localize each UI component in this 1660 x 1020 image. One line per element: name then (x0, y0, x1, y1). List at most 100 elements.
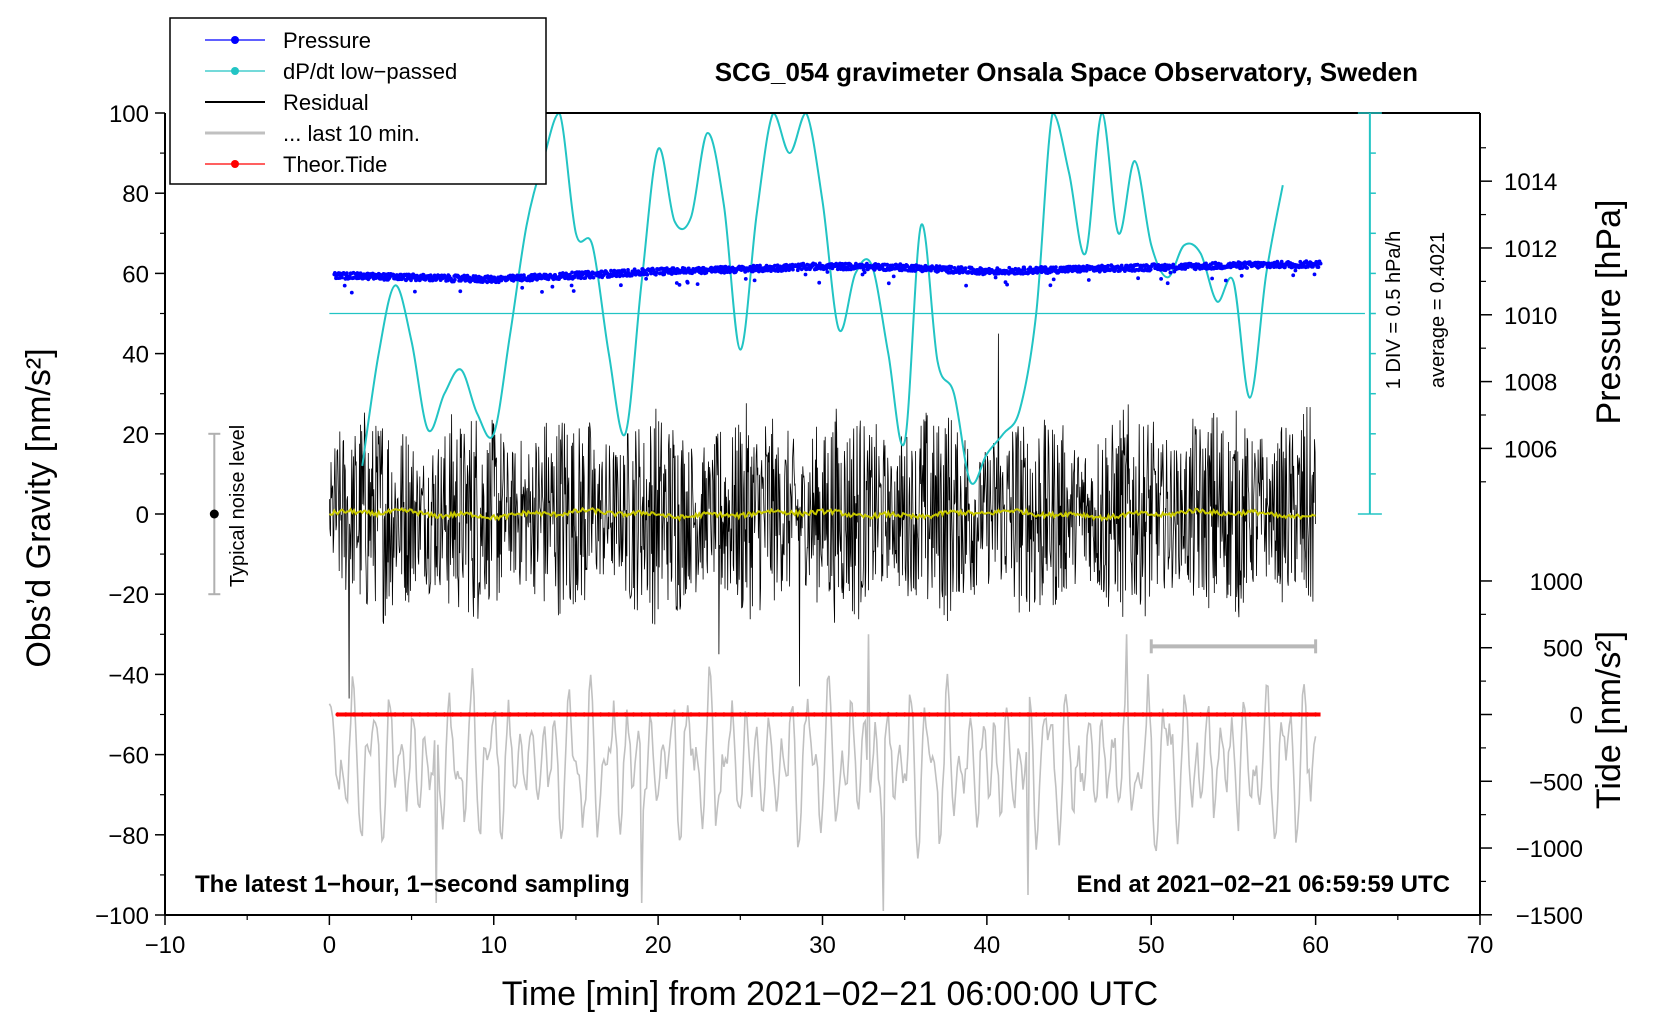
pressure-point (1316, 265, 1321, 269)
tide-point (688, 712, 694, 717)
tide-point (565, 712, 570, 717)
tide-point (1075, 712, 1080, 717)
pressure-point (540, 290, 544, 294)
pressure-point (1135, 262, 1140, 267)
tide-point (655, 712, 661, 717)
tide-point (680, 712, 685, 717)
tide-point (483, 712, 488, 717)
pressure-point (1312, 272, 1317, 277)
pressure-point (885, 262, 890, 267)
y-left-tick-label: 60 (122, 261, 149, 288)
tide-point (614, 712, 620, 717)
tide-point (1239, 712, 1244, 717)
y-left-tick-label: 20 (122, 422, 149, 449)
tide-point (590, 712, 595, 717)
pressure-point (413, 289, 417, 294)
pressure-point (1165, 281, 1170, 286)
tide-point (877, 712, 883, 717)
pressure-point (1035, 270, 1040, 275)
tide-point (1050, 712, 1055, 717)
tide-point (1247, 712, 1253, 717)
legend-item-last-10-min: ... last 10 min. (205, 121, 420, 146)
tide-tick-label: −1000 (1516, 836, 1583, 863)
pressure-point (685, 280, 690, 285)
pressure-point (835, 267, 840, 272)
legend-item-dpdt: dP/dt low−passed (205, 59, 457, 84)
pressure-point (1111, 265, 1115, 269)
tide-point (918, 712, 924, 717)
tide-point (1124, 712, 1129, 717)
tide-point (771, 712, 776, 717)
y-axis-title-pressure: Pressure [hPa] (1590, 200, 1628, 425)
y-left-tick-label: 40 (122, 342, 149, 369)
tide-point (392, 712, 398, 717)
tide-point (1132, 712, 1138, 717)
tide-point (557, 712, 562, 717)
legend-item-residual: Residual (205, 90, 369, 115)
tide-point (442, 712, 447, 717)
tide-point (1214, 712, 1220, 717)
pressure-point (964, 283, 968, 288)
tide-point (1108, 712, 1113, 717)
pressure-point (340, 275, 344, 280)
x-tick-label: 40 (974, 932, 1001, 959)
tide-point (1198, 712, 1203, 717)
pressure-point (743, 277, 748, 281)
tide-point (540, 712, 546, 717)
pressure-point (1218, 262, 1223, 267)
tide-point (845, 712, 850, 717)
tide-point (729, 712, 735, 717)
noise-bar-center-dot (209, 509, 219, 519)
tide-point (401, 712, 406, 717)
pressure-point (1291, 273, 1296, 278)
chart-title: SCG_054 gravimeter Onsala Space Observat… (715, 57, 1418, 87)
pressure-point (511, 278, 516, 283)
pressure-point (1239, 273, 1244, 278)
pressure-point (963, 266, 968, 270)
pressure-point (674, 281, 679, 285)
tide-point (532, 712, 537, 717)
y-left-tick-label: 0 (136, 502, 149, 529)
tide-point (820, 712, 825, 717)
pressure-point (662, 272, 667, 277)
tide-point (1001, 712, 1006, 717)
pressure-point (1245, 266, 1249, 270)
tide-point (935, 712, 940, 717)
pressure-point (803, 272, 808, 277)
tide-point (738, 712, 743, 717)
pressure-point (1148, 267, 1153, 272)
tide-point (499, 712, 505, 717)
tide-point (803, 712, 809, 717)
tide-tick-label: 500 (1543, 636, 1583, 663)
series-last-10-min-line (328, 634, 1317, 912)
tide-point (1091, 712, 1096, 717)
legend-tide-marker (231, 160, 239, 168)
tide-point (1165, 712, 1170, 717)
tide-point (1190, 712, 1195, 717)
x-tick-label: −10 (145, 932, 186, 959)
pressure-point (1166, 267, 1171, 271)
pressure-point (1051, 277, 1056, 282)
pressure-point (1084, 268, 1089, 273)
tide-point (1157, 712, 1162, 717)
tide-point (697, 712, 702, 717)
pressure-tick-label: 1014 (1504, 169, 1557, 196)
tide-point (992, 712, 998, 717)
tide-point (360, 712, 365, 717)
tide-point (713, 712, 718, 717)
pressure-point (569, 283, 574, 288)
legend-residual-label: Residual (283, 90, 369, 115)
pressure-point (1119, 263, 1124, 268)
tide-point (787, 712, 792, 717)
tide-point (458, 712, 464, 717)
pressure-point (1118, 268, 1122, 273)
tide-point (1099, 712, 1105, 717)
tide-point (425, 712, 431, 717)
tide-point (573, 712, 579, 717)
pressure-point (432, 273, 437, 278)
pressure-point (1223, 278, 1228, 283)
tide-point (705, 712, 710, 717)
tide-point (508, 712, 513, 717)
tide-point (1058, 712, 1064, 717)
tide-point (886, 712, 891, 717)
